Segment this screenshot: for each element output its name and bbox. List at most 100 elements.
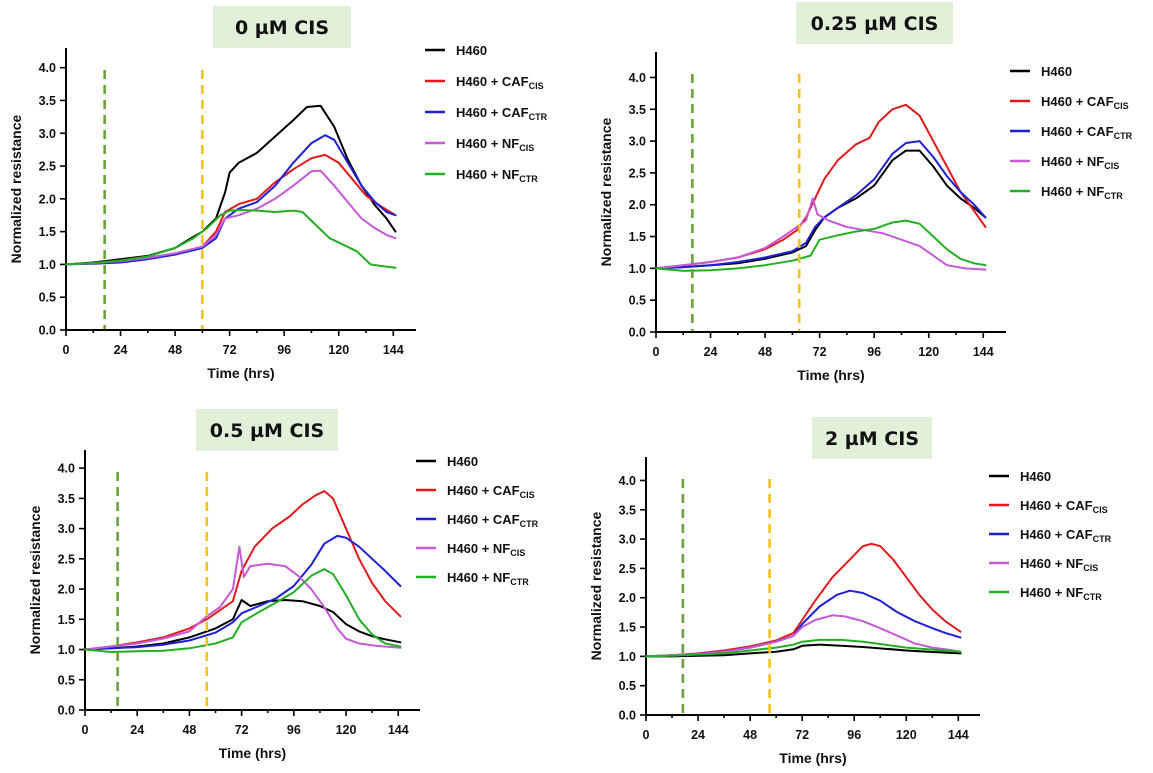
- legend-label-base: H460 + CAF: [1041, 94, 1114, 109]
- legend-label-subscript: CTR: [520, 519, 539, 529]
- y-tick-label: 1.5: [619, 621, 636, 635]
- legend-label: H460 + NFCTR: [1020, 585, 1102, 602]
- y-tick-label: 2.0: [58, 583, 75, 597]
- y-tick-label: 4.0: [39, 61, 56, 75]
- y-tick-label: 1.5: [58, 613, 75, 627]
- y-tick-label: 2.5: [629, 166, 646, 180]
- legend-label-base: H460 + CAF: [456, 105, 529, 120]
- panel-0uM-cis: 0 µM CIS 0 24 48 72 96 120 144 0.0 0.5 1.0 1.5 2.0 2.…: [8, 6, 548, 381]
- y-tick-label: 0.0: [629, 326, 646, 340]
- legend-label-base: H460 + CAF: [1020, 527, 1093, 542]
- chart-title: 0 µM CIS: [235, 17, 329, 39]
- x-tick-label: 120: [336, 723, 357, 737]
- legend-label-base: H460 + NF: [1020, 585, 1083, 600]
- y-tick-label: 2.5: [619, 562, 636, 576]
- chart-title-box: [812, 417, 932, 459]
- x-tick-label: 72: [235, 723, 249, 737]
- legend-label-subscript: CTR: [519, 174, 538, 184]
- series-line-nf-ctr: [655, 219, 987, 272]
- y-tick-label: 1.0: [39, 258, 56, 272]
- y-tick-label: 2.5: [39, 160, 56, 174]
- y-tick-label: 3.0: [619, 533, 636, 547]
- x-tick-label: 72: [795, 728, 809, 742]
- series-line-h460: [655, 149, 987, 270]
- y-axis-label: Normalized resistance: [27, 505, 43, 654]
- legend-label-subscript: CIS: [519, 143, 534, 153]
- x-tick-label: 72: [223, 343, 237, 357]
- legend-label: H460 + CAFCTR: [456, 105, 548, 122]
- y-tick-label: 2.0: [39, 192, 56, 206]
- legend-label-base: H460 + NF: [447, 570, 510, 585]
- y-tick-label: 4.0: [58, 462, 75, 476]
- x-tick-label: 144: [973, 345, 994, 359]
- x-tick-label: 0: [82, 723, 89, 737]
- series-line-nf-cis: [655, 197, 987, 271]
- legend-label: H460 + CAFCIS: [1020, 498, 1108, 515]
- y-tick-label: 0.0: [619, 709, 636, 723]
- x-tick-label: 24: [691, 728, 705, 742]
- series-line-nf-ctr: [84, 568, 402, 653]
- legend-label-base: H460: [1041, 64, 1072, 79]
- y-axis-label: Normalized resistance: [8, 114, 24, 263]
- legend-label: H460 + CAFCIS: [447, 483, 535, 500]
- y-tick-label: 3.5: [619, 503, 636, 517]
- legend-label: H460 + CAFCTR: [1041, 124, 1133, 141]
- series-line-caf-ctr: [65, 134, 397, 266]
- panel-2uM-cis: 2 µM CIS 0 24 48 72 96 120 144 0.0 0.5 1.0 1.5 2.0 2.…: [588, 417, 1112, 766]
- series-line-nf-ctr: [65, 209, 397, 269]
- x-tick-label: 48: [182, 723, 196, 737]
- x-tick-label: 24: [130, 723, 144, 737]
- legend-label-base: H460 + CAF: [447, 512, 520, 527]
- legend-label-subscript: CIS: [1083, 563, 1098, 573]
- legend-label-subscript: CIS: [1104, 161, 1119, 171]
- series-line-nf-cis: [65, 169, 397, 266]
- series-line-caf-cis: [645, 542, 962, 658]
- x-tick-label: 144: [383, 343, 404, 357]
- legend-label-subscript: CIS: [1093, 505, 1108, 515]
- legend-label: H460: [447, 454, 478, 469]
- x-tick-label: 24: [114, 343, 128, 357]
- y-tick-label: 4.0: [619, 474, 636, 488]
- series-line-caf-cis: [655, 103, 987, 270]
- y-tick-label: 3.5: [39, 94, 56, 108]
- legend-label-base: H460: [447, 454, 478, 469]
- y-axis-label: Normalized resistance: [588, 511, 604, 660]
- x-tick-label: 0: [653, 345, 660, 359]
- legend-label-base: H460: [456, 43, 487, 58]
- legend-label-subscript: CIS: [520, 490, 535, 500]
- x-tick-label: 120: [328, 343, 349, 357]
- y-tick-label: 0.5: [39, 291, 56, 305]
- chart-title-box: [796, 2, 953, 44]
- legend-label: H460 + NFCTR: [1041, 184, 1123, 201]
- panel-025uM-cis: 0.25 µM CIS 0 24 48 72 96 120 144 0.0 0.5 1.0 1.5 2.…: [598, 2, 1133, 383]
- y-axis-label: Normalized resistance: [598, 117, 614, 266]
- chart-title: 0.25 µM CIS: [811, 13, 939, 35]
- chart-title-box: [196, 409, 338, 451]
- x-tick-label: 0: [63, 343, 70, 357]
- x-tick-label: 144: [388, 723, 409, 737]
- legend-label-subscript: CTR: [1104, 191, 1123, 201]
- y-tick-label: 3.5: [629, 103, 646, 117]
- series-line-nf-cis: [84, 545, 402, 651]
- y-tick-label: 1.0: [629, 262, 646, 276]
- legend-label: H460 + NFCIS: [447, 541, 525, 558]
- legend-label: H460 + CAFCIS: [456, 74, 544, 91]
- y-tick-label: 2.5: [58, 552, 75, 566]
- y-tick-label: 0.0: [39, 324, 56, 338]
- y-tick-label: 0.5: [619, 679, 636, 693]
- legend-label-base: H460 + CAF: [447, 483, 520, 498]
- legend-label-subscript: CTR: [1093, 534, 1112, 544]
- x-tick-label: 96: [867, 345, 881, 359]
- x-tick-label: 72: [813, 345, 827, 359]
- y-tick-label: 1.5: [39, 225, 56, 239]
- legend-label-base: H460: [1020, 469, 1051, 484]
- y-tick-label: 2.0: [619, 591, 636, 605]
- legend-label: H460 + CAFCIS: [1041, 94, 1129, 111]
- y-tick-label: 3.0: [58, 522, 75, 536]
- legend-label: H460 + NFCTR: [456, 167, 538, 184]
- x-tick-label: 48: [743, 728, 757, 742]
- x-axis-label: Time (hrs): [779, 750, 846, 766]
- x-tick-label: 48: [168, 343, 182, 357]
- x-tick-label: 144: [948, 728, 969, 742]
- legend-label-base: H460 + CAF: [1041, 124, 1114, 139]
